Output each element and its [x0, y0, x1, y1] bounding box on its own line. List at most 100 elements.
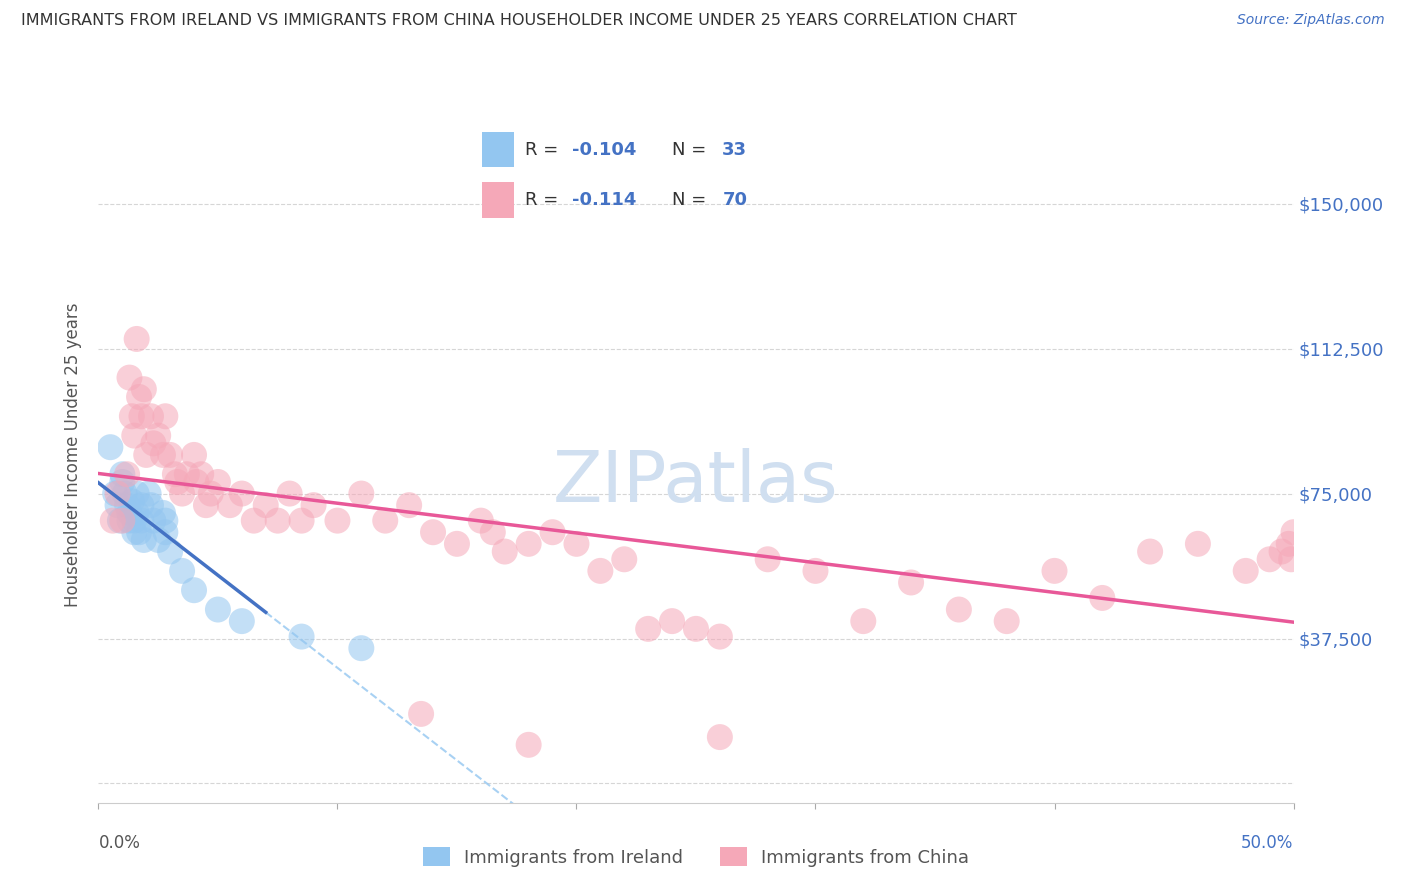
Point	[411, 706, 433, 721]
Point	[183, 583, 205, 598]
Point	[709, 630, 731, 644]
Point	[685, 622, 707, 636]
Point	[132, 533, 155, 547]
Point	[115, 498, 138, 512]
Point	[446, 537, 468, 551]
Point	[613, 552, 636, 566]
Point	[159, 544, 181, 558]
Point	[470, 514, 492, 528]
Point	[517, 738, 540, 752]
Point	[219, 498, 242, 512]
Point	[207, 475, 229, 489]
Point	[278, 486, 301, 500]
Point	[131, 514, 153, 528]
Point	[172, 564, 194, 578]
Point	[125, 486, 148, 500]
Point	[1258, 552, 1281, 566]
Point	[1282, 525, 1305, 540]
Point	[374, 514, 396, 528]
Point	[124, 525, 146, 540]
Point	[131, 409, 153, 424]
Text: Source: ZipAtlas.com: Source: ZipAtlas.com	[1237, 13, 1385, 28]
Point	[398, 498, 420, 512]
Point	[302, 498, 325, 512]
Point	[124, 428, 146, 442]
Point	[108, 514, 131, 528]
Point	[291, 630, 314, 644]
Point	[709, 730, 731, 744]
Point	[98, 440, 122, 454]
Point	[541, 525, 564, 540]
Point	[139, 409, 162, 424]
Point	[148, 428, 170, 442]
Point	[118, 514, 141, 528]
Point	[132, 382, 155, 396]
Point	[254, 498, 277, 512]
Point	[1091, 591, 1114, 605]
Point	[190, 467, 212, 482]
Point	[207, 602, 229, 616]
Point	[350, 486, 373, 500]
Point	[1043, 564, 1066, 578]
Point	[183, 448, 205, 462]
Point	[194, 498, 218, 512]
Point	[267, 514, 290, 528]
Point	[115, 467, 138, 482]
Point	[231, 614, 253, 628]
Point	[148, 533, 170, 547]
Point	[107, 498, 129, 512]
Point	[243, 514, 266, 528]
Point	[231, 486, 253, 500]
Point	[118, 506, 141, 520]
Point	[124, 514, 146, 528]
Point	[125, 506, 148, 520]
Point	[948, 602, 970, 616]
Point	[152, 448, 174, 462]
Point	[104, 486, 127, 500]
Y-axis label: Householder Income Under 25 years: Householder Income Under 25 years	[65, 302, 83, 607]
Point	[101, 514, 124, 528]
Point	[155, 514, 177, 528]
Point	[200, 486, 222, 500]
Point	[135, 448, 157, 462]
Point	[121, 494, 143, 508]
Point	[186, 475, 208, 489]
Point	[131, 498, 153, 512]
Point	[163, 467, 186, 482]
Point	[111, 475, 134, 489]
Point	[142, 514, 165, 528]
Point	[125, 332, 148, 346]
Point	[350, 641, 373, 656]
Point	[661, 614, 683, 628]
Point	[159, 448, 181, 462]
Text: 50.0%: 50.0%	[1241, 834, 1294, 852]
Point	[121, 409, 143, 424]
Point	[1187, 537, 1209, 551]
Point	[852, 614, 875, 628]
Point	[422, 525, 444, 540]
Text: 0.0%: 0.0%	[98, 834, 141, 852]
Point	[155, 409, 177, 424]
Text: ZIPatlas: ZIPatlas	[553, 449, 839, 517]
Point	[176, 467, 198, 482]
Point	[517, 537, 540, 551]
Point	[107, 486, 129, 500]
Point	[128, 390, 150, 404]
Point	[1278, 537, 1301, 551]
Point	[481, 525, 505, 540]
Point	[494, 544, 516, 558]
Point	[565, 537, 588, 551]
Point	[138, 486, 160, 500]
Point	[637, 622, 659, 636]
Point	[756, 552, 779, 566]
Point	[111, 514, 134, 528]
Point	[995, 614, 1018, 628]
Point	[900, 575, 922, 590]
Point	[166, 475, 188, 489]
Point	[111, 467, 134, 482]
Point	[142, 436, 165, 450]
Point	[804, 564, 827, 578]
Point	[1271, 544, 1294, 558]
Point	[118, 370, 141, 384]
Point	[172, 486, 194, 500]
